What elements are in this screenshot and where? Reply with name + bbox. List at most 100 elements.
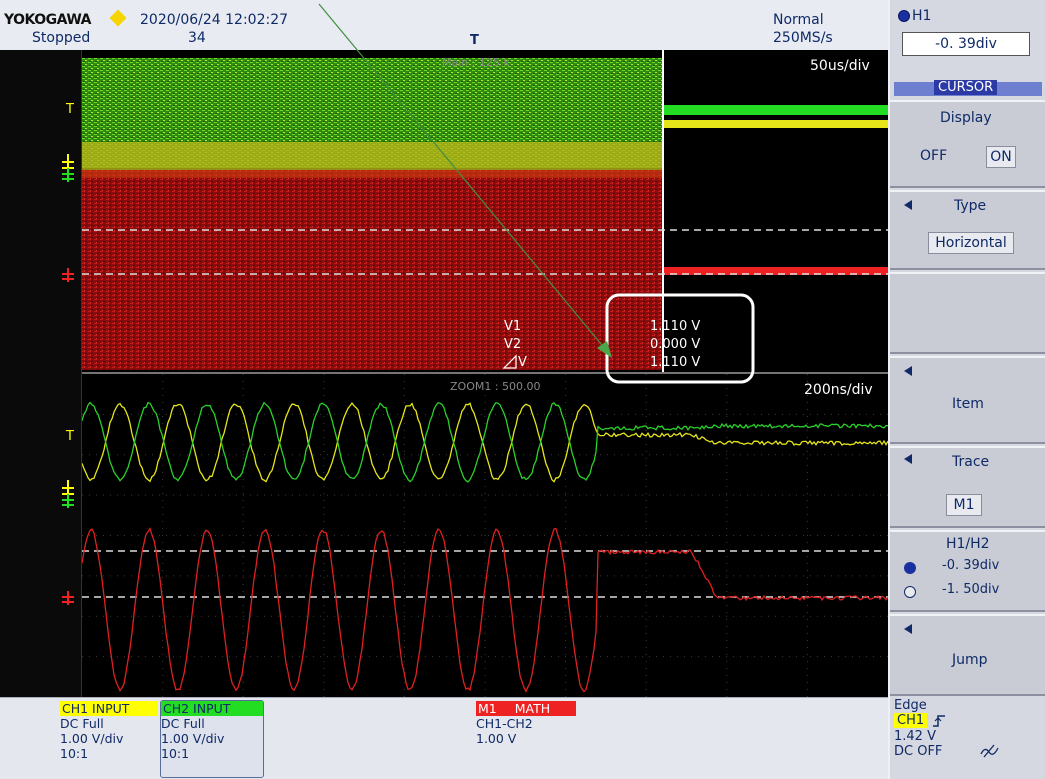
ch2-probe: 10:1 [161,746,190,761]
trigger-coupling: DC OFF [894,744,943,759]
acquisition-state: Stopped [32,30,91,46]
display-on-option[interactable]: ON [986,146,1016,168]
ch1-waveform [81,401,889,483]
ch2-info[interactable]: CH2 INPUT DC Full 1.00 V/div 10:1 [160,700,264,778]
zoom-window: ZOOM1 : 500.00 200ns/div [81,374,889,697]
dv-label: V [518,355,527,370]
submenu-arrow-icon [904,366,912,376]
math-noise-band-upper [82,170,662,178]
menu-title-bar: CURSOR [894,80,1042,96]
display-label: Display [940,110,992,126]
ch1-noise-band [82,142,662,170]
h1-dot-icon [898,10,910,22]
channel-position-markers: T T [62,102,74,605]
trace-softkey[interactable]: Trace M1 [890,446,1045,528]
sample-rate: 250MS/s [773,30,833,46]
math-tag: M1 [478,701,497,716]
math-header: M1 MATH [476,701,576,716]
trigger-position-marker: T [470,33,479,48]
v2-label: V2 [504,337,521,352]
waveform-canvas: Main : 125 k 50us/div ZOOM1 : 500.00 200… [81,50,889,697]
math-noise-band [82,170,662,370]
ch1-title: CH1 INPUT [60,701,158,716]
ch2-title: CH2 INPUT [161,701,263,716]
type-value: Horizontal [928,232,1014,254]
item-softkey[interactable]: Item [890,356,1045,444]
zoom-grid [82,374,888,697]
ch2-scale: 1.00 V/div [161,731,225,746]
submenu-arrow-icon [904,624,912,634]
menu-title: CURSOR [934,80,998,95]
softkey-panel: H1 -0. 39div CURSOR Display OFF ON Type … [888,0,1045,779]
math-title: MATH [514,701,551,716]
ch1-flat-trace [664,120,888,128]
rising-edge-icon [933,715,945,727]
waveform-display[interactable]: Main : 125 k 50us/div ZOOM1 : 500.00 200… [81,50,889,697]
math-scale: 1.00 V [476,731,517,746]
ch1-info[interactable]: CH1 INPUT DC Full 1.00 V/div 10:1 [60,701,158,777]
display-softkey[interactable]: Display OFF ON [890,100,1045,188]
h2-knob-icon [904,586,916,598]
h1h2-softkey[interactable]: H1/H2 -0. 39div -1. 50div [890,530,1045,612]
ch2-coupling: DC Full [161,716,205,731]
acquisition-count: 34 [188,30,206,46]
ch2-flat-trace [664,105,888,115]
ch2-waveform [81,401,889,483]
h1-label: H1 [912,8,932,24]
jump-label: Jump [952,652,988,668]
display-off-option[interactable]: OFF [920,148,948,164]
readout-highlight-box [605,293,755,384]
channel-marker-strip: T T [0,50,82,697]
math-flat-trace [664,267,888,275]
ch1-probe: 10:1 [60,746,89,761]
math-waveform [81,527,889,693]
ch1-coupling: DC Full [60,716,104,731]
type-softkey[interactable]: Type Horizontal [890,190,1045,270]
trace-label: Trace [952,454,990,470]
status-bar: YOKOGAWA 2020/06/24 12:02:27 Stopped 34 … [0,0,888,50]
zoom-view-label: ZOOM1 : 500.00 [450,380,541,393]
h1-position: -0. 39div [942,558,1000,573]
math-ground-marker-zoom [62,591,74,605]
submenu-arrow-icon [904,454,912,464]
blank-softkey [890,272,1045,354]
item-label: Item [952,396,984,412]
trigger-type: Edge [894,698,927,713]
math-expression: CH1-CH2 [476,716,533,731]
brand-diamond-icon [109,9,127,27]
trigger-mode: Normal [773,12,824,28]
h2-position: -1. 50div [942,582,1000,597]
main-timebase: 50us/div [810,58,870,74]
h1-value-box[interactable]: -0. 39div [902,32,1030,56]
math-ground-marker-main [62,268,74,282]
hf-reject-icon [980,744,999,758]
ch1-ground-marker-zoom [62,480,74,496]
h1-value: -0. 39div [935,36,997,52]
v1-label: V1 [504,319,521,334]
ch1-trigger-level-marker: T [65,102,74,117]
delta-v-icon [502,354,517,369]
submenu-arrow-icon [904,200,912,210]
h1-selected-dot-icon [904,562,916,574]
trigger-level: 1.42 V [894,729,936,744]
dv-value: 1.110 V [650,355,700,370]
main-window: Main : 125 k 50us/div [82,50,888,372]
channel-info-bar: CH1 INPUT DC Full 1.00 V/div 10:1 CH2 IN… [0,697,888,779]
ch2-ground-marker-zoom [62,494,74,508]
trigger-source: CH1 [894,713,928,728]
trace-value: M1 [946,494,982,516]
v1-value: 1.110 V [650,319,700,334]
brand-logo: YOKOGAWA [4,12,92,28]
trigger-info: Edge CH1 1.42 V DC OFF [894,698,1044,778]
ch1-trigger-level-marker-zoom: T [65,429,74,444]
v2-value: 0.000 V [650,337,700,352]
jump-softkey[interactable]: Jump [890,614,1045,696]
type-label: Type [954,198,987,214]
math-info[interactable]: M1 MATH CH1-CH2 1.00 V [476,701,576,777]
zoom-timebase: 200ns/div [804,382,873,398]
main-view-label: Main : 125 k [442,56,510,69]
ch1-ground-marker-main [62,154,74,170]
h1h2-label: H1/H2 [946,536,990,552]
datetime: 2020/06/24 12:02:27 [140,12,289,28]
ch1-scale: 1.00 V/div [60,731,124,746]
